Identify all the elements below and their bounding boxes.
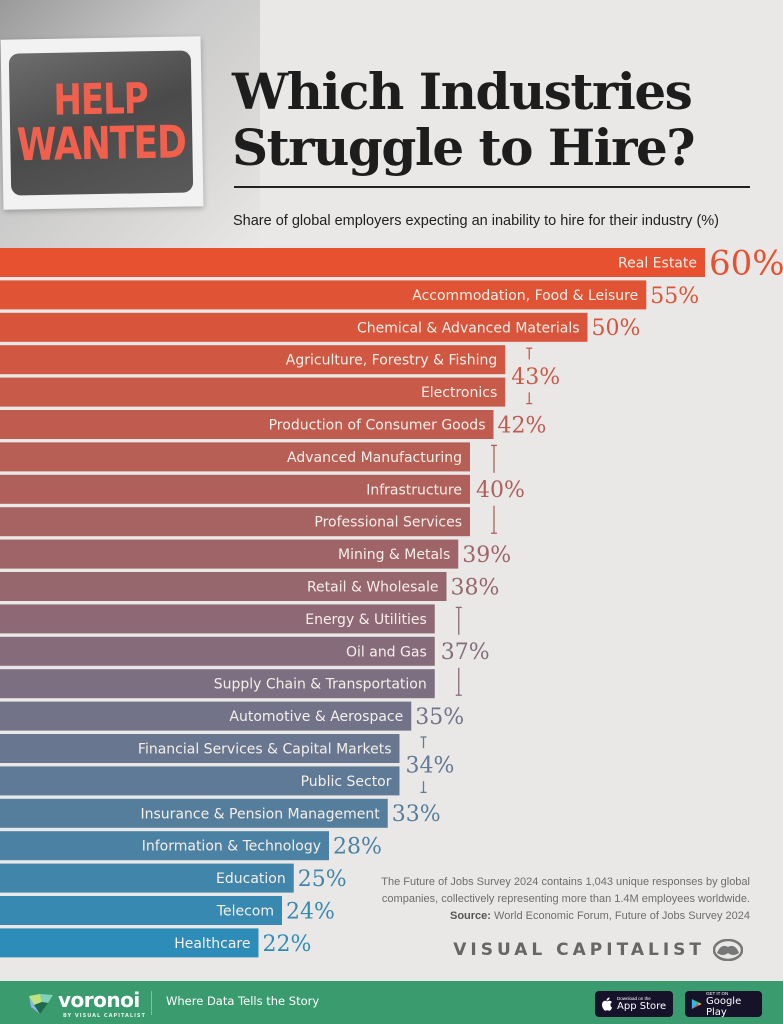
bar-8: [0, 507, 470, 537]
value-label-6: 39%: [462, 543, 511, 568]
bar-label-19: Education: [216, 871, 286, 887]
bar-15: [0, 734, 400, 763]
bar-label-18: Information & Technology: [142, 839, 321, 855]
value-label-15: 22%: [263, 932, 312, 957]
bar-chart: Real Estate Accommodation, Food & Leisure…: [0, 244, 783, 958]
bar-label-2: Chemical & Advanced Materials: [357, 320, 580, 336]
bar-label-1: Accommodation, Food & Leisure: [412, 288, 638, 304]
bar-21: [0, 928, 259, 958]
source-label: Source:: [450, 910, 491, 922]
visual-capitalist-icon: [713, 939, 743, 961]
value-label-12: 28%: [333, 835, 382, 860]
bar-label-0: Real Estate: [618, 256, 697, 272]
voronoi-logo-subtext: BY VISUAL CAPITALIST: [63, 1013, 146, 1019]
apple-icon: [602, 997, 613, 1011]
bar-17: [0, 798, 388, 828]
title-line-2: Struggle to Hire?: [232, 118, 696, 177]
bar-19: [0, 863, 294, 893]
value-label-5: 40%: [476, 478, 525, 503]
value-label-3: 43%: [511, 365, 560, 390]
bar-label-8: Professional Services: [314, 515, 462, 531]
bar-label-17: Insurance & Pension Management: [141, 806, 381, 822]
bar-label-13: Supply Chain & Transportation: [214, 677, 427, 693]
app-store-small-text: Download on the: [617, 996, 651, 1001]
bar-14: [0, 701, 412, 731]
value-label-11: 33%: [392, 802, 441, 827]
value-label-4: 42%: [498, 413, 547, 438]
bar-9: [0, 539, 459, 569]
bar-6: [0, 442, 470, 472]
bar-1: [0, 280, 647, 310]
value-label-1: 55%: [650, 284, 699, 309]
bar-13: [0, 669, 435, 699]
google-play-button[interactable]: GET IT ON Google Play: [685, 990, 762, 1018]
bar-label-10: Retail & Wholesale: [307, 580, 439, 596]
bar-11: [0, 604, 435, 634]
bar-0: [0, 248, 705, 277]
bar-label-4: Electronics: [421, 385, 497, 401]
value-label-9: 35%: [415, 705, 464, 730]
google-play-icon: [691, 998, 702, 1010]
value-label-10: 34%: [406, 754, 455, 779]
title-underline: [234, 186, 750, 188]
survey-description: The Future of Jobs Survey 2024 contains …: [381, 876, 750, 905]
bar-label-5: Production of Consumer Goods: [269, 418, 486, 434]
google-play-label: Google Play: [705, 995, 742, 1018]
help-wanted-photo: HELP WANTED: [0, 0, 260, 250]
bar-18: [0, 831, 329, 861]
bar-16: [0, 766, 400, 796]
title-line-1: Which Industries: [232, 62, 693, 121]
chart-notes: The Future of Jobs Survey 2024 contains …: [350, 874, 750, 925]
page-title: Which Industries Struggle to Hire?: [232, 64, 762, 176]
voronoi-logo-icon: [29, 994, 53, 1014]
bar-12: [0, 636, 435, 666]
voronoi-logo-text: voronoi: [58, 988, 140, 1012]
bar-label-15: Financial Services & Capital Markets: [138, 742, 392, 758]
value-label-14: 24%: [286, 899, 335, 924]
value-label-2: 50%: [592, 316, 641, 341]
bar-label-21: Healthcare: [174, 936, 250, 952]
bar-label-16: Public Sector: [301, 774, 392, 790]
google-play-small-text: GET IT ON: [705, 990, 729, 996]
value-label-13: 25%: [298, 867, 347, 892]
source-text: World Economic Forum, Future of Jobs Sur…: [494, 910, 750, 922]
bar-4: [0, 377, 506, 407]
value-label-7: 38%: [451, 575, 500, 600]
brand-name: VISUAL CAPITALIST: [453, 940, 705, 960]
visual-capitalist-logo: VISUAL CAPITALIST: [453, 939, 743, 961]
bar-20: [0, 896, 282, 925]
bar-label-20: Telecom: [216, 904, 274, 920]
bar-label-6: Advanced Manufacturing: [287, 450, 462, 466]
bar-10: [0, 572, 447, 601]
bar-label-3: Agriculture, Forestry & Fishing: [286, 353, 497, 369]
value-label-0: 60%: [709, 244, 783, 284]
bar-5: [0, 410, 494, 439]
chart-subtitle: Share of global employers expecting an i…: [233, 213, 719, 229]
footer-tagline: Where Data Tells the Story: [166, 994, 320, 1008]
bar-label-9: Mining & Metals: [338, 547, 450, 563]
app-store-label: App Store: [617, 1001, 667, 1012]
bar-label-12: Oil and Gas: [346, 644, 427, 660]
bar-label-14: Automotive & Aerospace: [229, 709, 403, 725]
bar-7: [0, 474, 470, 504]
bar-label-11: Energy & Utilities: [305, 612, 427, 628]
app-store-button[interactable]: Download on the App Store: [595, 991, 673, 1017]
bar-3: [0, 345, 506, 375]
value-label-8: 37%: [441, 640, 490, 665]
footer-divider: [151, 991, 152, 1015]
footer-bar: voronoi BY VISUAL CAPITALIST Where Data …: [0, 981, 783, 1024]
bar-2: [0, 312, 588, 342]
source-line: Source: World Economic Forum, Future of …: [350, 908, 750, 925]
bar-label-7: Infrastructure: [366, 482, 462, 498]
